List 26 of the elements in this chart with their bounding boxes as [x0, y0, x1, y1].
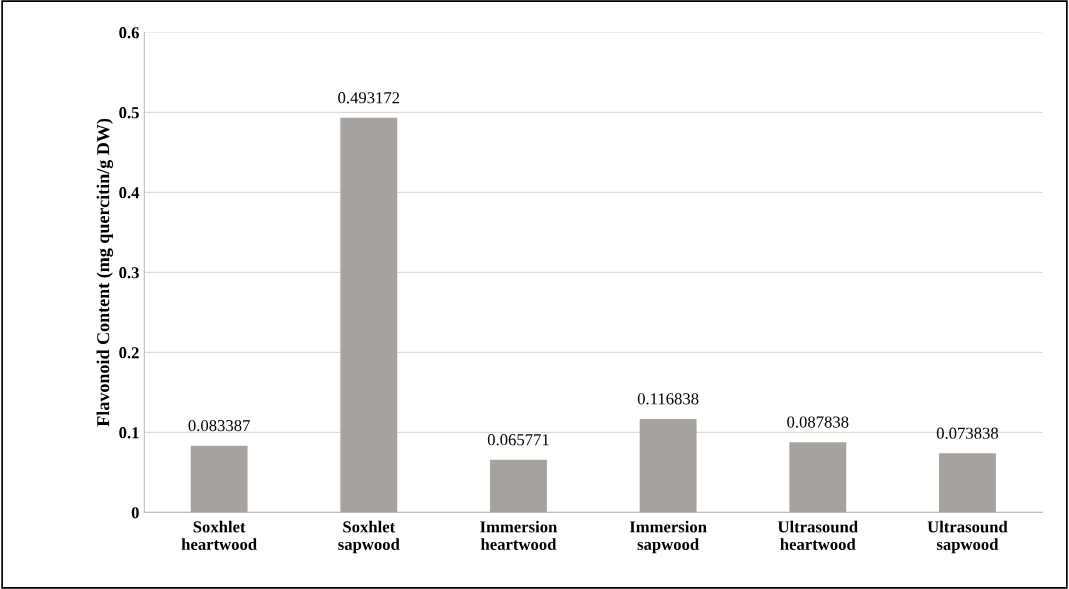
x-tick-label: Soxhlet heartwood	[181, 520, 257, 550]
data-label: 0.087838	[787, 416, 849, 428]
data-label: 0.116838	[637, 393, 699, 405]
y-tick-label: 0.5	[119, 107, 139, 119]
y-axis-title: Flavonoid Content (mg quercitin/g DW)	[96, 118, 114, 427]
y-tick-label: 0.3	[119, 267, 139, 279]
y-tick-label: 0.1	[119, 427, 139, 439]
data-label: 0.083387	[188, 419, 250, 432]
x-tick-label: Ultrasound sapwood	[927, 520, 1008, 554]
data-label: 0.073838	[936, 427, 999, 439]
x-tick-label: Ultrasound heartwood	[777, 520, 858, 550]
bar	[939, 453, 996, 513]
data-label: 0.493172	[338, 92, 400, 104]
y-tick-label: 0.2	[119, 347, 139, 359]
bar	[639, 418, 697, 513]
x-tick-label: Immersion heartwood	[480, 520, 558, 550]
x-tick-label: Immersion sapwood	[629, 520, 707, 554]
data-label: 0.065771	[487, 434, 549, 446]
x-tick-label: Soxhlet sapwood	[338, 520, 400, 554]
bar	[190, 445, 248, 513]
y-tick-label: 0.6	[119, 27, 139, 39]
bar	[340, 117, 398, 513]
y-tick-label: 0.4	[119, 187, 140, 199]
bar	[490, 459, 547, 513]
y-tick-label: 0	[131, 507, 139, 519]
bar	[789, 442, 847, 513]
